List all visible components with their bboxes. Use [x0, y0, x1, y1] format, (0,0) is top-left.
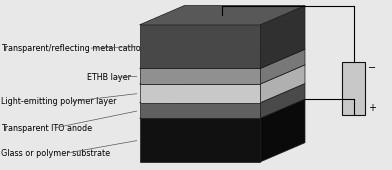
- Text: Transparent/reflecting metal cathode: Transparent/reflecting metal cathode: [2, 44, 151, 53]
- Polygon shape: [260, 49, 305, 84]
- Polygon shape: [260, 6, 305, 69]
- Polygon shape: [140, 69, 260, 84]
- Polygon shape: [140, 25, 260, 69]
- Bar: [342, 62, 365, 115]
- Polygon shape: [140, 49, 305, 69]
- Text: −: −: [368, 63, 376, 73]
- Text: Transparent ITO anode: Transparent ITO anode: [2, 124, 93, 133]
- Polygon shape: [140, 84, 260, 103]
- Text: Light-emitting polymer layer: Light-emitting polymer layer: [2, 97, 117, 106]
- Polygon shape: [140, 6, 305, 25]
- Text: +: +: [368, 103, 376, 113]
- Polygon shape: [140, 103, 260, 118]
- Polygon shape: [140, 118, 260, 162]
- Polygon shape: [260, 83, 305, 118]
- Polygon shape: [140, 83, 305, 103]
- Text: ETHB layer: ETHB layer: [87, 73, 131, 82]
- Polygon shape: [260, 99, 305, 162]
- Polygon shape: [260, 65, 305, 103]
- Polygon shape: [140, 65, 305, 84]
- Text: Glass or polymer substrate: Glass or polymer substrate: [2, 149, 111, 158]
- Polygon shape: [140, 99, 305, 118]
